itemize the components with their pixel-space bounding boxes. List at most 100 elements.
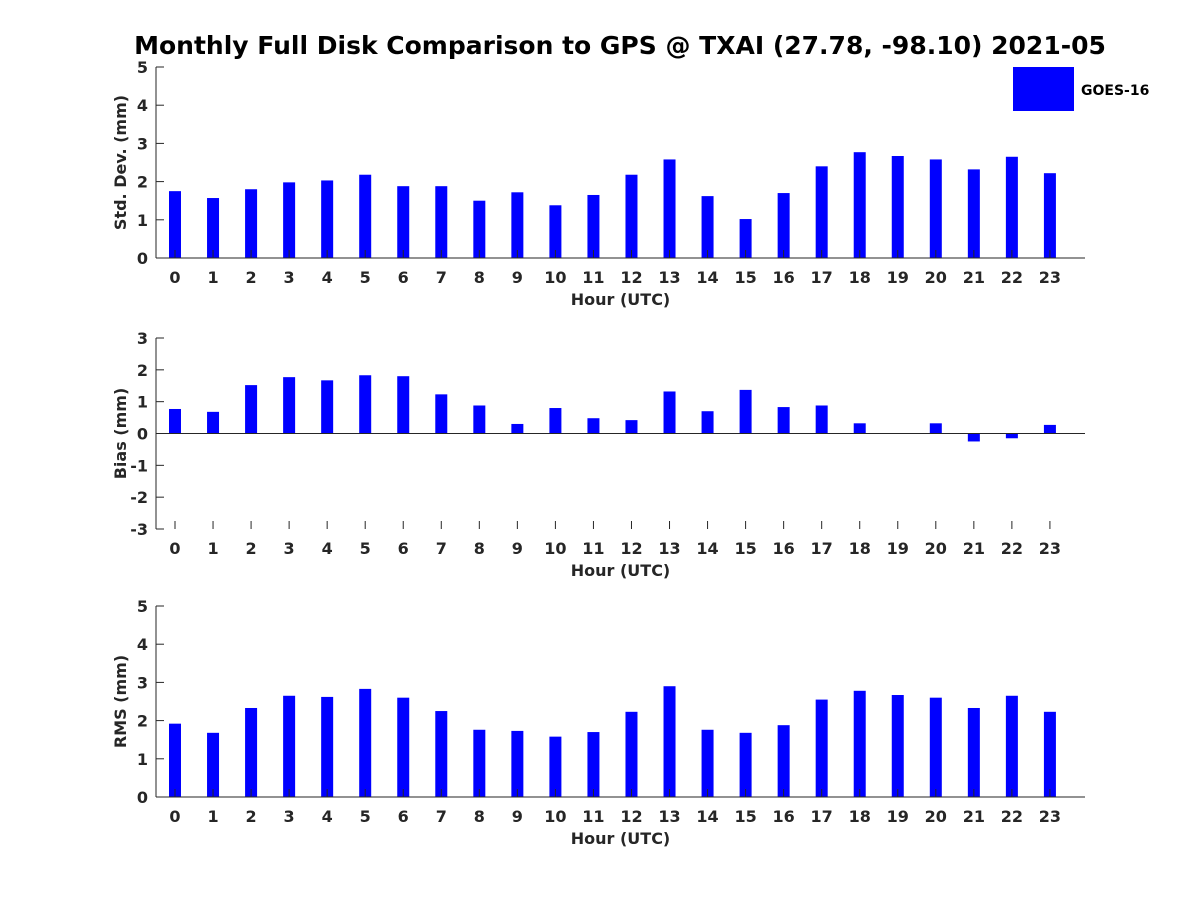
bar-std-dev-hour-22 [1005, 156, 1018, 258]
bar-rms-hour-1 [207, 732, 220, 797]
bias-x-tick-label: 0 [169, 539, 180, 558]
std-dev-x-tick-label: 1 [207, 268, 218, 287]
bar-rms-hour-21 [967, 707, 980, 797]
bias-x-tick-label: 22 [1001, 539, 1023, 558]
std-dev-x-tick-label: 15 [734, 268, 756, 287]
rms-x-axis-label: Hour (UTC) [571, 829, 671, 848]
bar-std-dev-hour-13 [663, 159, 676, 258]
std-dev-x-tick-label: 14 [696, 268, 718, 287]
bar-bias-hour-1 [207, 411, 220, 434]
bar-std-dev-hour-6 [397, 186, 410, 258]
std-dev-x-tick-label: 12 [620, 268, 642, 287]
bar-std-dev-hour-1 [207, 198, 220, 258]
bar-bias-hour-12 [625, 420, 638, 434]
bias-x-tick-label: 7 [436, 539, 447, 558]
bar-bias-hour-15 [739, 389, 752, 434]
std-dev-x-tick-label: 23 [1039, 268, 1061, 287]
std-dev-x-tick-label: 3 [284, 268, 295, 287]
bar-bias-hour-17 [815, 405, 828, 434]
bias-x-tick-label: 19 [887, 539, 909, 558]
rms-y-tick-label: 3 [137, 673, 148, 692]
bar-rms-hour-17 [815, 699, 828, 797]
rms-x-tick-label: 16 [773, 807, 795, 826]
bar-rms-hour-8 [473, 729, 486, 797]
bias-x-tick-label: 9 [512, 539, 523, 558]
bar-std-dev-hour-2 [245, 189, 258, 258]
std-dev-x-tick-label: 5 [360, 268, 371, 287]
bar-std-dev-hour-3 [283, 182, 296, 258]
std-dev-x-tick-label: 0 [169, 268, 180, 287]
bar-std-dev-hour-11 [587, 194, 600, 258]
std-dev-x-tick-label: 20 [925, 268, 947, 287]
rms-x-tick-label: 11 [582, 807, 604, 826]
std-dev-x-tick-label: 9 [512, 268, 523, 287]
std-dev-x-tick-label: 2 [246, 268, 257, 287]
bar-bias-hour-11 [587, 418, 600, 434]
std-dev-y-axis-label: Std. Dev. (mm) [111, 95, 130, 230]
bias-y-tick-label: -2 [130, 488, 148, 507]
bar-std-dev-hour-10 [549, 205, 562, 258]
bar-bias-hour-3 [283, 377, 296, 434]
std-dev-x-tick-label: 11 [582, 268, 604, 287]
bar-bias-hour-7 [435, 394, 448, 434]
bar-bias-hour-6 [397, 376, 410, 434]
bias-x-axis-label: Hour (UTC) [571, 561, 671, 580]
bar-bias-hour-5 [359, 375, 372, 434]
std-dev-x-tick-label: 6 [398, 268, 409, 287]
std-dev-x-tick-label: 13 [658, 268, 680, 287]
std-dev-x-tick-label: 4 [322, 268, 333, 287]
rms-x-tick-label: 17 [811, 807, 833, 826]
bar-bias-hour-4 [321, 380, 334, 434]
bias-y-tick-label: 2 [137, 361, 148, 380]
bar-std-dev-hour-20 [929, 159, 942, 258]
bias-x-tick-label: 14 [696, 539, 718, 558]
bar-rms-hour-14 [701, 729, 714, 797]
rms-x-tick-label: 23 [1039, 807, 1061, 826]
bias-x-tick-label: 8 [474, 539, 485, 558]
bar-bias-hour-8 [473, 405, 486, 434]
rms-x-tick-label: 22 [1001, 807, 1023, 826]
bar-rms-hour-0 [169, 723, 181, 797]
legend-swatch [1013, 67, 1074, 111]
bar-bias-hour-21 [967, 433, 980, 442]
bar-std-dev-hour-9 [511, 192, 524, 258]
std-dev-y-tick-label: 5 [137, 58, 148, 77]
bar-bias-hour-16 [777, 407, 790, 434]
bias-x-tick-label: 13 [658, 539, 680, 558]
bar-std-dev-hour-18 [853, 152, 866, 258]
bar-rms-hour-15 [739, 732, 752, 797]
bar-std-dev-hour-17 [815, 166, 828, 258]
bar-rms-hour-6 [397, 697, 410, 797]
bar-rms-hour-10 [549, 736, 562, 797]
bias-x-tick-label: 17 [811, 539, 833, 558]
chart-title: Monthly Full Disk Comparison to GPS @ TX… [134, 31, 1106, 60]
std-dev-x-tick-label: 18 [849, 268, 871, 287]
rms-x-tick-label: 4 [322, 807, 333, 826]
bias-x-tick-label: 11 [582, 539, 604, 558]
std-dev-x-tick-label: 22 [1001, 268, 1023, 287]
rms-x-tick-label: 9 [512, 807, 523, 826]
bias-x-tick-label: 2 [246, 539, 257, 558]
std-dev-y-tick-label: 3 [137, 134, 148, 153]
rms-y-axis-label: RMS (mm) [111, 655, 130, 748]
std-dev-x-tick-label: 17 [811, 268, 833, 287]
std-dev-x-tick-label: 8 [474, 268, 485, 287]
rms-x-tick-label: 10 [544, 807, 566, 826]
bias-x-tick-label: 4 [322, 539, 333, 558]
bar-rms-hour-19 [891, 695, 904, 797]
bar-rms-hour-22 [1005, 695, 1018, 797]
bar-std-dev-hour-7 [435, 186, 448, 258]
rms-x-tick-label: 20 [925, 807, 947, 826]
bias-x-tick-label: 10 [544, 539, 566, 558]
bias-x-tick-label: 16 [773, 539, 795, 558]
bias-x-tick-label: 21 [963, 539, 985, 558]
rms-x-tick-label: 18 [849, 807, 871, 826]
bias-y-tick-label: 1 [137, 393, 148, 412]
bar-rms-hour-11 [587, 732, 600, 797]
rms-x-tick-label: 0 [169, 807, 180, 826]
std-dev-y-tick-label: 1 [137, 211, 148, 230]
rms-y-tick-label: 4 [137, 635, 148, 654]
bar-rms-hour-20 [929, 697, 942, 797]
bar-rms-hour-9 [511, 730, 524, 797]
rms-x-tick-label: 6 [398, 807, 409, 826]
